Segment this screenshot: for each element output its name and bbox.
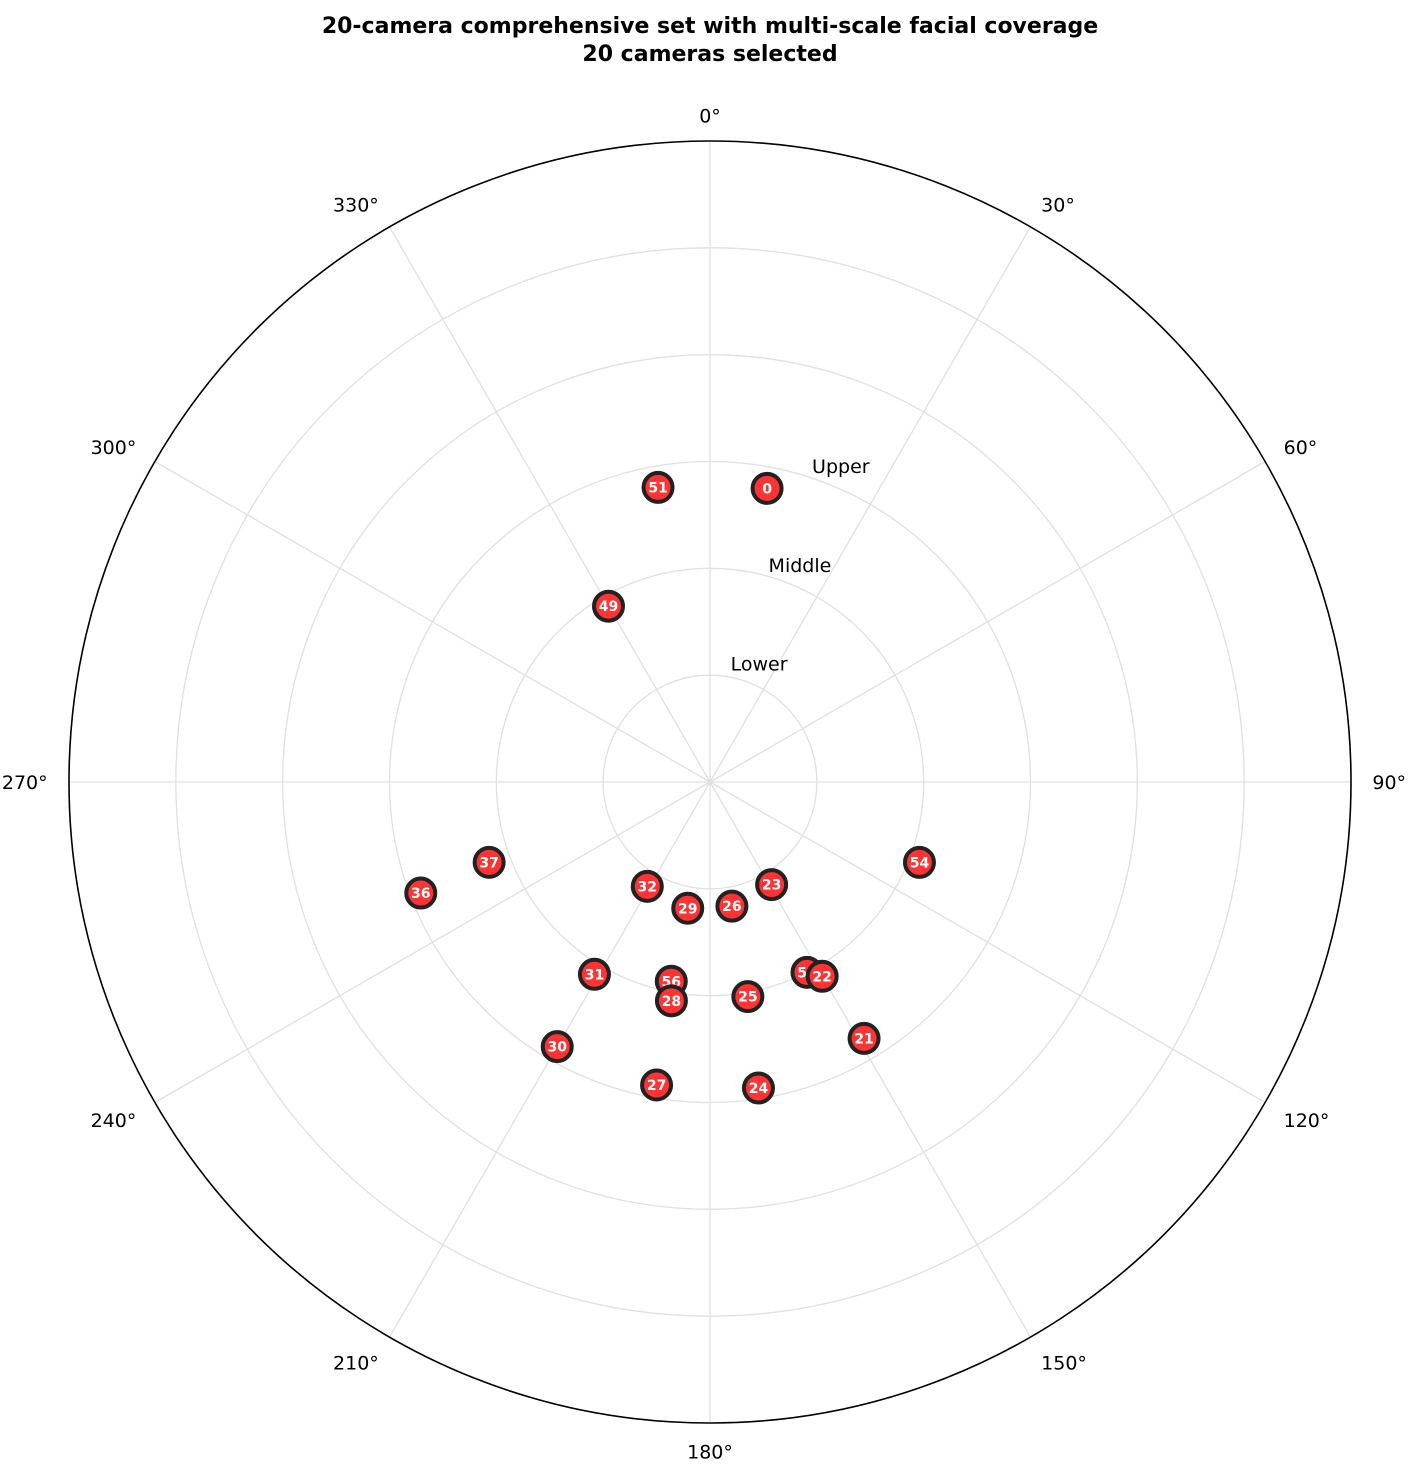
- camera-label-26: 26: [722, 899, 741, 915]
- camera-label-29: 29: [678, 901, 697, 917]
- camera-point-26: 26: [715, 889, 749, 923]
- camera-label-30: 30: [547, 1040, 567, 1056]
- camera-label-31: 31: [585, 967, 604, 983]
- camera-marker-49: [592, 589, 626, 623]
- camera-point-51: 51: [641, 470, 675, 504]
- camera-point-23: 23: [755, 868, 789, 902]
- angle-label-0: 0°: [699, 106, 721, 128]
- camera-point-32: 32: [630, 869, 664, 903]
- ring-labels: Lower Middle Upper: [731, 456, 870, 675]
- ring-gridline-4: [282, 354, 1138, 1210]
- camera-marker-28: [654, 984, 688, 1018]
- camera-marker-25: [731, 980, 765, 1014]
- angle-label-90: 90°: [1372, 772, 1406, 794]
- camera-marker-51: [641, 470, 675, 504]
- camera-marker-32: [630, 869, 664, 903]
- camera-label-37: 37: [479, 855, 498, 871]
- camera-point-27: 27: [640, 1068, 674, 1102]
- polar-frame: [68, 140, 1352, 1424]
- camera-point-36: 36: [404, 876, 438, 910]
- camera-label-21: 21: [854, 1031, 873, 1047]
- camera-marker-26: [715, 889, 749, 923]
- ring-gridline-5: [175, 247, 1245, 1317]
- camera-label-51: 51: [648, 480, 667, 496]
- camera-point-24: 24: [741, 1071, 775, 1105]
- angle-tick-labels: 0° 30° 60° 90° 120° 150° 180° 210° 240° 270° 300° 3…: [2, 106, 1406, 1464]
- polar-grid: [68, 140, 1352, 1424]
- camera-label-23: 23: [762, 878, 781, 894]
- ring-label-middle: Middle: [769, 555, 832, 577]
- camera-point-21: 21: [847, 1021, 881, 1055]
- angle-label-210: 210°: [333, 1353, 379, 1375]
- camera-point-30: 30: [540, 1030, 574, 1064]
- angle-label-30: 30°: [1041, 194, 1075, 216]
- chart-title-line-1: 20-camera comprehensive set with multi-s…: [322, 14, 1098, 39]
- angle-label-150: 150°: [1041, 1353, 1087, 1375]
- angle-label-120: 120°: [1284, 1110, 1330, 1132]
- camera-point-29: 29: [671, 891, 705, 925]
- camera-point-31: 31: [577, 957, 611, 991]
- ring-gridline-3: [388, 460, 1032, 1104]
- ring-label-lower: Lower: [731, 654, 788, 676]
- camera-marker-37: [472, 845, 506, 879]
- camera-label-22: 22: [812, 969, 831, 985]
- angle-label-330: 330°: [333, 194, 379, 216]
- camera-marker-29: [671, 891, 705, 925]
- camera-marker-24: [741, 1071, 775, 1105]
- camera-label-27: 27: [647, 1078, 666, 1094]
- camera-label-54: 54: [910, 855, 930, 871]
- camera-label-28: 28: [662, 994, 681, 1010]
- camera-label-49: 49: [599, 599, 618, 615]
- camera-label-0: 0: [762, 481, 772, 497]
- camera-point-0: 0: [750, 471, 784, 505]
- angle-label-180: 180°: [687, 1441, 733, 1463]
- camera-marker-0: [750, 471, 784, 505]
- angle-label-270: 270°: [2, 772, 48, 794]
- camera-marker-22: [805, 959, 839, 993]
- angle-label-60: 60°: [1284, 437, 1318, 459]
- camera-point-25: 25: [731, 980, 765, 1014]
- camera-marker-36: [404, 876, 438, 910]
- ring-label-upper: Upper: [812, 456, 870, 478]
- angle-label-300: 300°: [91, 437, 137, 459]
- ring-gridline-1: [602, 674, 818, 890]
- camera-label-36: 36: [411, 886, 430, 902]
- camera-marker-23: [755, 868, 789, 902]
- chart-title-line-2: 20 cameras selected: [582, 42, 837, 67]
- chart-title: 20-camera comprehensive set with multi-s…: [322, 14, 1098, 67]
- ring-gridline-2: [495, 567, 925, 997]
- camera-point-37: 37: [472, 845, 506, 879]
- angle-label-240: 240°: [91, 1110, 137, 1132]
- camera-points: 051495423262932373655223156282521302724: [404, 470, 936, 1105]
- camera-point-22: 22: [805, 959, 839, 993]
- camera-marker-31: [577, 957, 611, 991]
- camera-label-25: 25: [738, 990, 757, 1006]
- camera-label-32: 32: [638, 879, 657, 895]
- camera-point-54: 54: [902, 845, 936, 879]
- camera-point-28: 28: [654, 984, 688, 1018]
- camera-point-49: 49: [592, 589, 626, 623]
- camera-marker-54: [902, 845, 936, 879]
- camera-marker-30: [540, 1030, 574, 1064]
- camera-label-24: 24: [749, 1081, 769, 1097]
- camera-marker-21: [847, 1021, 881, 1055]
- camera-marker-27: [640, 1068, 674, 1102]
